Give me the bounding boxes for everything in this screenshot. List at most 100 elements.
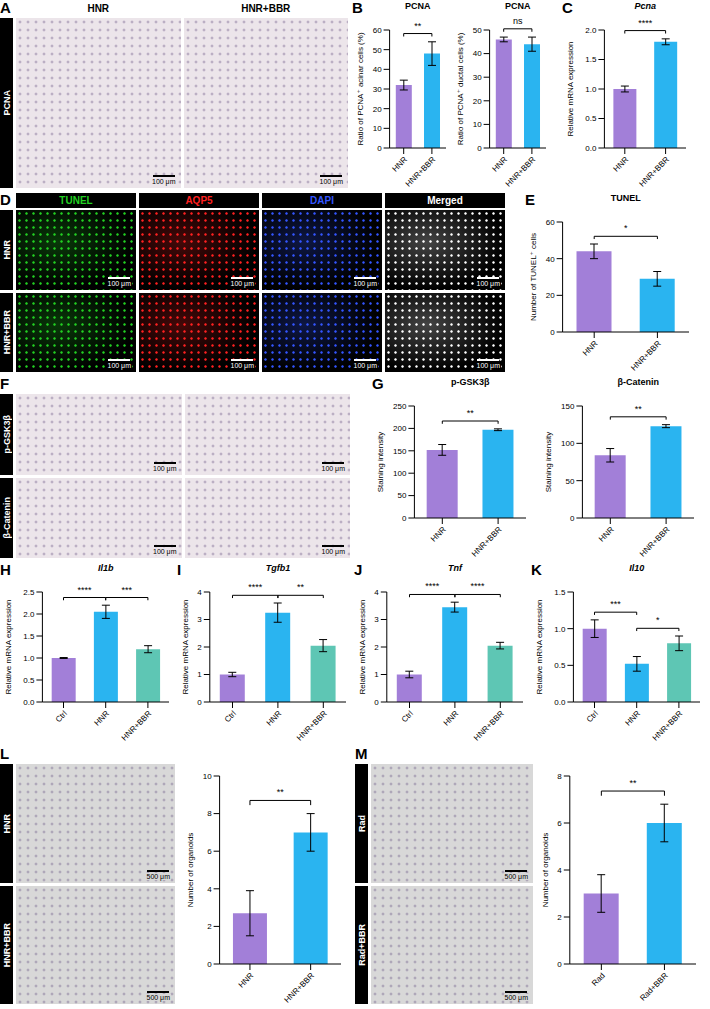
svg-text:10: 10 (373, 124, 382, 133)
svg-text:8: 8 (207, 809, 212, 818)
svg-text:HNR+BBR: HNR+BBR (120, 709, 154, 742)
svg-text:HNR: HNR (597, 525, 616, 544)
svg-text:***: *** (122, 585, 133, 595)
svg-text:1: 1 (197, 670, 202, 679)
svg-text:HNR: HNR (491, 155, 510, 174)
svg-text:0.0: 0.0 (23, 698, 35, 707)
svg-text:**: ** (635, 404, 643, 414)
svg-text:ns: ns (513, 16, 523, 26)
svg-text:HNR+BBR: HNR+BBR (472, 709, 506, 742)
svg-text:8: 8 (557, 772, 562, 781)
svg-text:**: ** (297, 582, 305, 592)
svg-text:HNR+BBR: HNR+BBR (637, 155, 671, 188)
svg-text:2: 2 (197, 643, 202, 652)
svg-text:0: 0 (550, 328, 555, 337)
svg-text:150: 150 (561, 402, 575, 411)
svg-text:Ctrl: Ctrl (54, 709, 69, 724)
svg-text:**: ** (629, 778, 637, 788)
svg-text:****: **** (471, 581, 486, 591)
svg-text:Relative mRNA expression: Relative mRNA expression (181, 599, 190, 694)
svg-text:HNR: HNR (265, 709, 284, 728)
svg-text:0: 0 (207, 960, 212, 969)
svg-text:Relative mRNA expression: Relative mRNA expression (358, 599, 367, 694)
svg-text:4: 4 (374, 588, 379, 597)
svg-text:30: 30 (473, 73, 482, 82)
svg-text:**: ** (414, 21, 422, 31)
svg-text:1: 1 (374, 670, 379, 679)
svg-text:Ctrl: Ctrl (585, 709, 600, 724)
svg-text:HNR+BBR: HNR+BBR (283, 971, 317, 1004)
svg-text:6: 6 (207, 847, 212, 856)
svg-text:HNR: HNR (624, 709, 643, 728)
svg-text:50: 50 (565, 477, 574, 486)
svg-text:HNR: HNR (429, 525, 448, 544)
svg-text:HNR: HNR (581, 339, 600, 358)
svg-text:20: 20 (373, 105, 382, 114)
svg-text:****: **** (425, 581, 440, 591)
svg-text:HNR+BBR: HNR+BBR (629, 339, 663, 372)
svg-text:Ctrl: Ctrl (223, 709, 238, 724)
svg-text:3: 3 (197, 615, 202, 624)
svg-text:6: 6 (557, 819, 562, 828)
svg-text:HNR: HNR (612, 155, 631, 174)
svg-text:0.5: 0.5 (23, 676, 35, 685)
svg-text:0: 0 (197, 698, 202, 707)
svg-text:Relative mRNA expression: Relative mRNA expression (566, 41, 575, 136)
svg-text:1.0: 1.0 (585, 85, 597, 94)
svg-text:2.0: 2.0 (585, 26, 597, 35)
svg-text:0.5: 0.5 (554, 661, 566, 670)
svg-text:0.0: 0.0 (554, 698, 566, 707)
svg-text:2: 2 (557, 913, 562, 922)
svg-text:HNR+BBR: HNR+BBR (295, 709, 329, 742)
svg-text:40: 40 (373, 65, 382, 74)
svg-text:250: 250 (393, 402, 407, 411)
svg-text:Number of TUNEL⁺ cells: Number of TUNEL⁺ cells (529, 233, 538, 321)
svg-text:60: 60 (546, 218, 555, 227)
svg-text:HNR: HNR (391, 155, 410, 174)
svg-text:1.5: 1.5 (554, 588, 566, 597)
svg-text:Relative mRNA expression: Relative mRNA expression (4, 599, 13, 694)
svg-text:40: 40 (546, 255, 555, 264)
svg-text:****: **** (638, 18, 653, 28)
svg-text:1.0: 1.0 (23, 654, 35, 663)
svg-text:Rad: Rad (590, 971, 607, 988)
svg-text:HNR+BBR: HNR+BBR (470, 525, 504, 558)
svg-text:2: 2 (207, 922, 212, 931)
svg-text:0.5: 0.5 (585, 114, 597, 123)
svg-text:Staining intensity: Staining intensity (544, 432, 553, 492)
svg-text:**: ** (277, 787, 285, 797)
svg-text:20: 20 (546, 291, 555, 300)
svg-text:20: 20 (473, 97, 482, 106)
svg-text:****: **** (78, 585, 93, 595)
svg-text:2.5: 2.5 (23, 588, 35, 597)
svg-text:50: 50 (473, 26, 482, 35)
svg-text:50: 50 (373, 46, 382, 55)
svg-text:200: 200 (393, 424, 407, 433)
svg-text:0: 0 (377, 144, 382, 153)
svg-text:HNR+BBR: HNR+BBR (651, 709, 685, 742)
svg-text:HNR: HNR (442, 709, 461, 728)
svg-text:4: 4 (207, 885, 212, 894)
svg-text:**: ** (467, 408, 475, 418)
svg-text:30: 30 (373, 85, 382, 94)
svg-text:150: 150 (393, 447, 407, 456)
svg-text:Number of organoids: Number of organoids (541, 833, 550, 908)
svg-text:100: 100 (393, 469, 407, 478)
svg-text:10: 10 (473, 120, 482, 129)
svg-text:0.0: 0.0 (585, 144, 597, 153)
svg-text:Relative mRNA expression: Relative mRNA expression (535, 599, 544, 694)
svg-text:*: * (624, 223, 628, 233)
svg-text:50: 50 (397, 491, 406, 500)
svg-text:2: 2 (374, 643, 379, 652)
svg-text:0: 0 (570, 514, 575, 523)
svg-text:1.5: 1.5 (585, 55, 597, 64)
svg-text:Ratio of PCNA⁺ ductal cells (%: Ratio of PCNA⁺ ductal cells (%) (456, 32, 465, 145)
svg-text:60: 60 (373, 26, 382, 35)
svg-text:0: 0 (477, 144, 482, 153)
svg-text:40: 40 (473, 49, 482, 58)
svg-text:Number of organoids: Number of organoids (186, 833, 195, 908)
svg-text:0: 0 (374, 698, 379, 707)
svg-text:Staining intensity: Staining intensity (376, 432, 385, 492)
svg-text:4: 4 (197, 588, 202, 597)
svg-text:*: * (656, 615, 660, 625)
